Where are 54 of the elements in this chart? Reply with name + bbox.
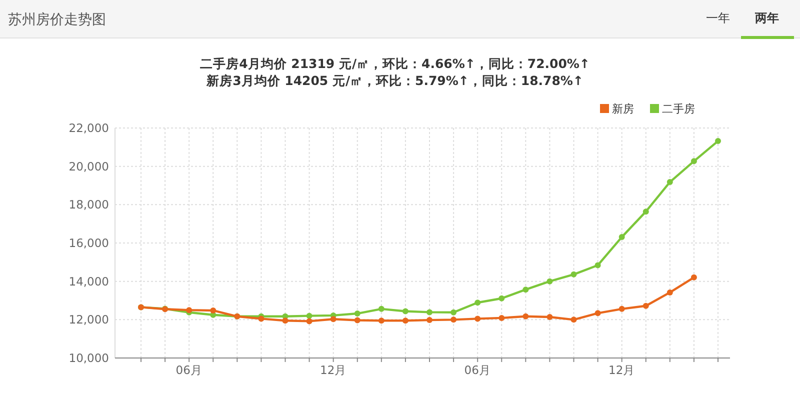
- point: [666, 289, 673, 296]
- point: [642, 302, 649, 309]
- point: [570, 271, 577, 278]
- point: [715, 138, 721, 144]
- point: [546, 278, 553, 284]
- point: [498, 295, 505, 302]
- point: [402, 308, 408, 314]
- point: [474, 300, 481, 306]
- point: [666, 179, 673, 186]
- point: [354, 317, 360, 324]
- point: [690, 158, 697, 164]
- point: [282, 318, 288, 324]
- point: [498, 314, 505, 321]
- point: [618, 306, 625, 312]
- point: [378, 318, 384, 324]
- point: [594, 262, 601, 268]
- x-tick-label: 06月: [176, 363, 202, 377]
- y-tick-label: 16,000: [68, 236, 109, 250]
- point: [594, 310, 601, 316]
- point: [306, 312, 312, 319]
- x-tick-label: 12月: [320, 363, 347, 377]
- y-tick-label: 12,000: [68, 312, 109, 327]
- point: [546, 314, 553, 320]
- point: [690, 274, 697, 280]
- point: [258, 316, 264, 322]
- point: [354, 310, 360, 317]
- point: [402, 318, 408, 324]
- point: [306, 318, 312, 324]
- text: 两年: [754, 11, 779, 25]
- point: [450, 309, 457, 316]
- point: [522, 313, 529, 320]
- legend-label: 二手房: [662, 102, 695, 116]
- point: [570, 316, 577, 323]
- y-tick-label: 22,000: [68, 121, 109, 135]
- chart-subtitle: 二手房4月均价 21319 元/㎡，环比：4.66%↑，同比：72.00%↑ 新房3月均价 14205 元/㎡，环比：5.79%↑，同比：18.78%↑: [200, 56, 590, 88]
- point: [426, 309, 432, 316]
- legend-label: 新房: [612, 102, 634, 116]
- point: [210, 307, 216, 314]
- x-tick-label: 12月: [608, 363, 636, 377]
- point: [618, 234, 625, 240]
- point: [522, 286, 529, 293]
- chart-title: 苏州房价走势图: [8, 12, 106, 28]
- point: [426, 317, 432, 324]
- point: [378, 306, 384, 312]
- y-tick-label: 18,000: [68, 198, 109, 212]
- point: [330, 316, 336, 322]
- point: [450, 316, 457, 323]
- x-tick-label: 06月: [464, 363, 491, 377]
- point: [474, 316, 481, 322]
- point: [642, 208, 649, 215]
- text: 一年: [706, 11, 730, 25]
- y-tick-label: 10,000: [68, 351, 109, 365]
- y-tick-label: 20,000: [68, 159, 109, 174]
- y-tick-label: 14,000: [68, 274, 109, 288]
